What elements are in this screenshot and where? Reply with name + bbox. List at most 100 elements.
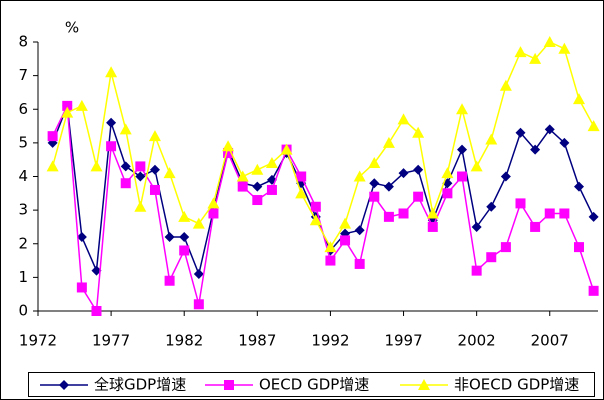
point bbox=[499, 79, 512, 91]
point bbox=[164, 232, 175, 243]
point bbox=[573, 181, 584, 192]
point bbox=[76, 282, 87, 293]
point bbox=[354, 225, 365, 236]
point bbox=[485, 133, 498, 145]
point bbox=[237, 181, 248, 192]
point bbox=[398, 168, 409, 179]
point bbox=[500, 242, 511, 253]
point bbox=[413, 164, 424, 175]
point bbox=[471, 265, 482, 276]
point bbox=[383, 211, 394, 222]
point bbox=[224, 380, 234, 390]
point bbox=[515, 127, 526, 138]
point bbox=[427, 221, 438, 232]
point bbox=[382, 136, 395, 148]
point bbox=[61, 106, 74, 118]
point bbox=[369, 191, 380, 202]
point bbox=[62, 100, 73, 111]
point bbox=[369, 178, 380, 189]
point bbox=[588, 285, 599, 296]
point bbox=[149, 164, 160, 175]
point bbox=[309, 214, 322, 226]
point bbox=[135, 171, 146, 182]
point bbox=[207, 197, 220, 209]
point bbox=[441, 167, 454, 179]
point bbox=[456, 103, 469, 115]
x-tick-label: 1992 bbox=[311, 332, 349, 350]
point bbox=[164, 275, 175, 286]
point bbox=[193, 299, 204, 310]
point bbox=[310, 201, 321, 212]
y-tick-label: 7 bbox=[18, 66, 28, 84]
point bbox=[134, 200, 147, 212]
point bbox=[149, 184, 160, 195]
point bbox=[222, 140, 235, 152]
point bbox=[486, 252, 497, 263]
x-tick-label: 2002 bbox=[458, 332, 496, 350]
point bbox=[530, 144, 541, 155]
point bbox=[106, 117, 117, 128]
point bbox=[91, 306, 102, 316]
point bbox=[398, 208, 409, 219]
point bbox=[148, 130, 161, 142]
point bbox=[457, 144, 468, 155]
legend-frame bbox=[28, 372, 595, 397]
point bbox=[529, 52, 542, 64]
point bbox=[418, 379, 430, 390]
legend-label: 全球GDP增速 bbox=[94, 376, 186, 394]
point bbox=[530, 221, 541, 232]
y-tick-label: 6 bbox=[18, 100, 28, 118]
point bbox=[558, 42, 571, 54]
legend-label: OECD GDP增速 bbox=[259, 376, 369, 394]
point bbox=[208, 208, 219, 219]
point bbox=[59, 380, 69, 390]
point bbox=[90, 160, 103, 172]
y-tick-label: 5 bbox=[18, 133, 28, 151]
point bbox=[236, 170, 249, 182]
point bbox=[426, 207, 439, 219]
point bbox=[193, 269, 204, 280]
x-tick-label: 1972 bbox=[19, 332, 57, 350]
point bbox=[91, 265, 102, 276]
point bbox=[543, 36, 556, 47]
point bbox=[223, 147, 234, 158]
point bbox=[280, 143, 293, 155]
point bbox=[192, 217, 205, 229]
point bbox=[47, 131, 58, 142]
point bbox=[105, 66, 118, 78]
point bbox=[252, 195, 263, 206]
y-tick-label: 8 bbox=[18, 33, 28, 51]
point bbox=[383, 181, 394, 192]
point bbox=[515, 198, 526, 209]
point bbox=[559, 208, 570, 219]
point bbox=[572, 93, 585, 105]
point bbox=[295, 187, 308, 199]
point bbox=[413, 191, 424, 202]
x-tick-label: 1982 bbox=[165, 332, 203, 350]
point bbox=[588, 211, 599, 222]
point bbox=[120, 161, 131, 172]
x-tick-label: 1997 bbox=[384, 332, 422, 350]
point bbox=[324, 241, 337, 253]
y-tick-label: 0 bbox=[18, 302, 28, 320]
point bbox=[252, 181, 263, 192]
point bbox=[266, 184, 277, 195]
point bbox=[46, 160, 59, 172]
point bbox=[514, 46, 527, 58]
point bbox=[119, 123, 132, 135]
x-tick-label: 1987 bbox=[238, 332, 276, 350]
point bbox=[340, 235, 351, 246]
point bbox=[544, 124, 555, 135]
unit-label: % bbox=[65, 19, 79, 37]
x-tick-label: 1977 bbox=[92, 332, 130, 350]
point bbox=[486, 201, 497, 212]
series-line bbox=[51, 41, 595, 249]
point bbox=[178, 210, 191, 222]
point bbox=[265, 157, 278, 169]
point bbox=[457, 171, 468, 182]
point bbox=[470, 160, 483, 172]
y-tick-label: 2 bbox=[18, 234, 28, 252]
point bbox=[442, 188, 453, 199]
